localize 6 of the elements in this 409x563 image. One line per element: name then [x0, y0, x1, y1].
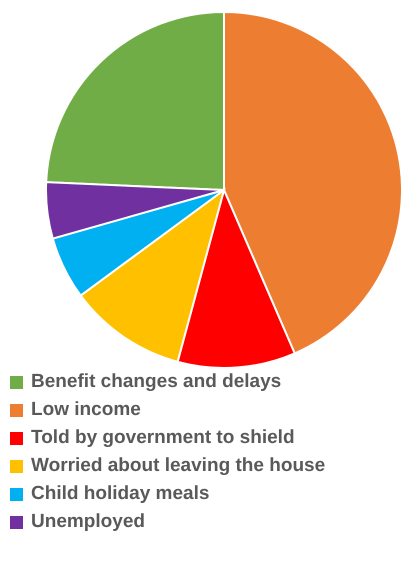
legend-label: Low income: [31, 399, 141, 421]
legend-label: Child holiday meals: [31, 483, 210, 505]
legend-label: Worried about leaving the house: [31, 455, 326, 477]
legend-label: Benefit changes and delays: [31, 371, 282, 393]
legend-label: Told by government to shield: [31, 427, 295, 449]
legend-label: Unemployed: [31, 511, 146, 533]
